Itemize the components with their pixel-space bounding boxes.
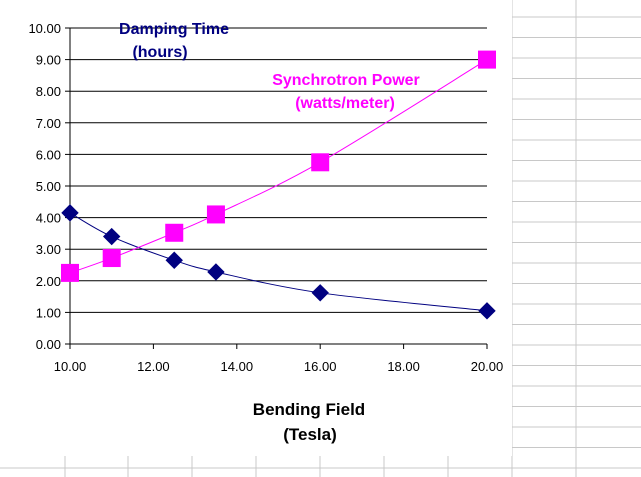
damping-time-unit: (hours) bbox=[132, 44, 187, 61]
series-layer bbox=[61, 50, 496, 320]
series-square bbox=[61, 50, 496, 282]
y-tick-label: 1.00 bbox=[36, 305, 61, 320]
data-point-square bbox=[165, 223, 184, 242]
data-point-diamond bbox=[61, 204, 79, 222]
synchrotron-power-label: Synchrotron Power bbox=[272, 72, 420, 89]
y-tick-label: 7.00 bbox=[36, 116, 61, 131]
data-point-diamond bbox=[165, 251, 183, 269]
x-tick-label: 16.00 bbox=[304, 359, 337, 374]
series-diamond bbox=[61, 204, 496, 320]
data-point-diamond bbox=[478, 302, 496, 320]
x-tick-label: 18.00 bbox=[387, 359, 420, 374]
data-point-square bbox=[61, 263, 79, 282]
x-axis-ticks: 10.00 12.00 14.00 16.00 18.00 20.00 bbox=[54, 344, 504, 374]
x-tick-label: 14.00 bbox=[221, 359, 254, 374]
y-tick-label: 2.00 bbox=[36, 274, 61, 289]
y-tick-label: 0.00 bbox=[36, 337, 61, 352]
synchrotron-power-unit: (watts/meter) bbox=[295, 95, 395, 112]
data-point-square bbox=[478, 50, 496, 69]
data-point-diamond bbox=[207, 263, 225, 281]
y-tick-label: 8.00 bbox=[36, 84, 61, 99]
data-point-square bbox=[311, 153, 330, 172]
x-axis-title: Bending Field bbox=[253, 400, 365, 419]
x-tick-label: 20.00 bbox=[471, 359, 504, 374]
y-tick-label: 3.00 bbox=[36, 242, 61, 257]
y-tick-label: 4.00 bbox=[36, 211, 61, 226]
y-tick-label: 6.00 bbox=[36, 147, 61, 162]
y-tick-label: 9.00 bbox=[36, 53, 61, 68]
y-tick-label: 10.00 bbox=[28, 21, 61, 36]
y-axis-ticks: 0.00 1.00 2.00 3.00 4.00 5.00 6.00 7.00 8.00 9.00… bbox=[28, 21, 70, 352]
damping-time-label: Damping Time bbox=[119, 21, 229, 38]
data-point-square bbox=[206, 205, 225, 224]
x-tick-label: 10.00 bbox=[54, 359, 87, 374]
y-tick-label: 5.00 bbox=[36, 179, 61, 194]
x-tick-label: 12.00 bbox=[137, 359, 170, 374]
data-point-diamond bbox=[311, 284, 329, 302]
data-point-square bbox=[102, 249, 121, 268]
x-axis-unit: (Tesla) bbox=[283, 425, 337, 444]
data-point-diamond bbox=[102, 227, 121, 246]
